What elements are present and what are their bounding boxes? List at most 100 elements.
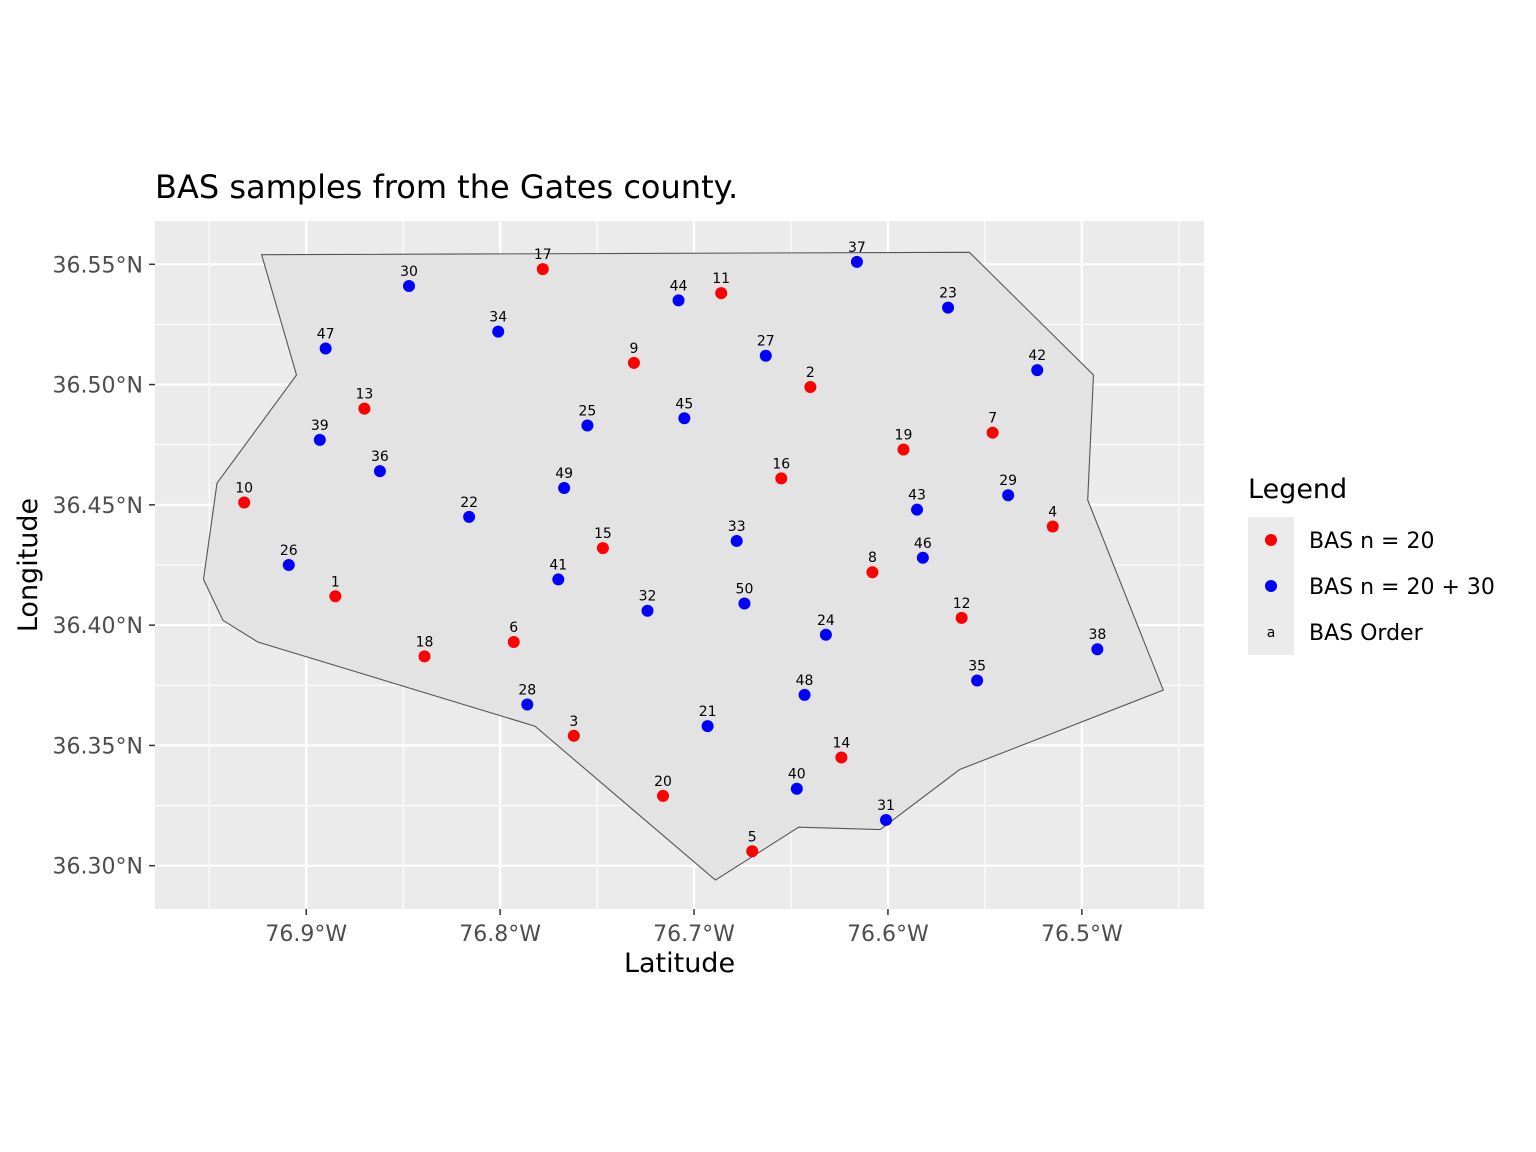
data-point xyxy=(238,496,251,509)
data-point xyxy=(730,534,743,547)
point-order-label: 2 xyxy=(806,365,815,381)
point-order-label: 4 xyxy=(1048,505,1057,521)
data-point xyxy=(627,356,640,369)
point-order-label: 46 xyxy=(914,536,932,552)
data-point xyxy=(507,635,520,648)
point-order-label: 37 xyxy=(848,240,866,256)
point-order-label: 39 xyxy=(311,418,329,434)
point-order-label: 30 xyxy=(400,264,418,280)
y-tick-label: 36.45°N xyxy=(53,494,143,519)
y-tick-label: 36.30°N xyxy=(53,855,143,880)
point-order-label: 45 xyxy=(675,396,693,412)
point-order-label: 33 xyxy=(728,519,746,535)
point-order-label: 15 xyxy=(594,526,612,542)
data-point xyxy=(678,412,691,425)
point-order-label: 8 xyxy=(868,550,877,566)
y-tick-label: 36.40°N xyxy=(53,614,143,639)
data-point xyxy=(1091,643,1104,656)
data-point xyxy=(759,349,772,362)
point-order-label: 34 xyxy=(489,310,507,326)
data-point xyxy=(746,845,759,858)
point-order-label: 3 xyxy=(569,714,578,730)
point-order-label: 6 xyxy=(509,620,518,636)
x-tick-label: 76.7°W xyxy=(653,922,735,947)
legend-title: Legend xyxy=(1248,474,1347,505)
data-point xyxy=(558,482,571,495)
data-point xyxy=(672,294,685,307)
data-point xyxy=(798,688,811,701)
legend-label-bas-n-20-30: BAS n = 20 + 30 xyxy=(1309,575,1495,600)
point-order-label: 21 xyxy=(699,704,717,720)
point-order-label: 40 xyxy=(788,767,806,783)
data-point xyxy=(850,255,863,268)
point-order-label: 49 xyxy=(555,466,573,482)
data-point xyxy=(942,301,955,314)
x-tick-label: 76.5°W xyxy=(1041,922,1123,947)
data-point xyxy=(282,559,295,571)
point-order-label: 32 xyxy=(639,589,657,605)
point-order-label: 47 xyxy=(317,326,335,342)
point-order-label: 19 xyxy=(895,428,913,444)
point-order-label: 28 xyxy=(518,683,536,699)
point-order-label: 7 xyxy=(988,411,997,427)
legend-label-bas-order: BAS Order xyxy=(1309,621,1424,646)
point-order-label: 11 xyxy=(712,271,730,287)
point-order-label: 25 xyxy=(578,403,596,419)
data-point xyxy=(911,503,924,516)
data-point xyxy=(1031,364,1044,377)
point-order-label: 9 xyxy=(629,341,638,357)
point-order-label: 1 xyxy=(331,574,340,590)
point-order-label: 5 xyxy=(748,829,757,845)
point-order-label: 43 xyxy=(908,488,926,504)
point-order-label: 48 xyxy=(796,673,814,689)
data-point xyxy=(492,325,505,338)
data-point xyxy=(319,342,332,355)
data-point xyxy=(866,566,879,579)
point-order-label: 31 xyxy=(877,798,895,814)
chart-title: BAS samples from the Gates county. xyxy=(155,168,738,206)
data-point xyxy=(657,789,670,802)
data-point xyxy=(463,510,476,523)
data-point xyxy=(715,287,728,300)
legend: Legend a BAS n = 20 BAS n = 20 + 30 BAS … xyxy=(1248,474,1495,655)
data-point xyxy=(329,590,342,603)
data-point xyxy=(552,573,565,586)
x-tick-label: 76.8°W xyxy=(459,922,541,947)
data-point xyxy=(986,426,999,439)
data-points: 1234567891011121314151617181920212223242… xyxy=(235,240,1106,858)
legend-key-red-point xyxy=(1265,534,1277,546)
point-order-label: 23 xyxy=(939,286,957,302)
data-point xyxy=(1046,520,1059,533)
point-order-label: 35 xyxy=(968,658,986,674)
point-order-label: 29 xyxy=(999,473,1017,489)
data-point xyxy=(916,551,929,564)
data-point xyxy=(804,380,817,393)
data-point xyxy=(581,419,594,432)
data-point xyxy=(1002,489,1015,502)
data-point xyxy=(403,279,416,292)
x-tick-label: 76.9°W xyxy=(265,922,347,947)
point-order-label: 50 xyxy=(736,581,754,597)
point-order-label: 24 xyxy=(817,613,835,629)
y-tick-label: 36.35°N xyxy=(53,734,143,759)
legend-key-text-glyph: a xyxy=(1267,625,1276,641)
data-point xyxy=(775,472,788,485)
y-tick-label: 36.50°N xyxy=(53,374,143,399)
data-point xyxy=(313,433,326,446)
data-point xyxy=(790,782,803,795)
y-axis-title: Longitude xyxy=(13,498,44,632)
point-order-label: 16 xyxy=(772,456,790,472)
y-tick-label: 36.55°N xyxy=(53,253,143,278)
point-order-label: 10 xyxy=(235,480,253,496)
data-point xyxy=(701,720,714,733)
data-point xyxy=(536,263,549,276)
point-order-label: 38 xyxy=(1088,627,1106,643)
data-point xyxy=(373,465,386,478)
point-order-label: 26 xyxy=(280,543,298,559)
data-point xyxy=(897,443,910,456)
x-tick-label: 76.6°W xyxy=(847,922,929,947)
point-order-label: 13 xyxy=(355,387,373,403)
data-point xyxy=(819,628,832,641)
data-point xyxy=(641,604,654,617)
